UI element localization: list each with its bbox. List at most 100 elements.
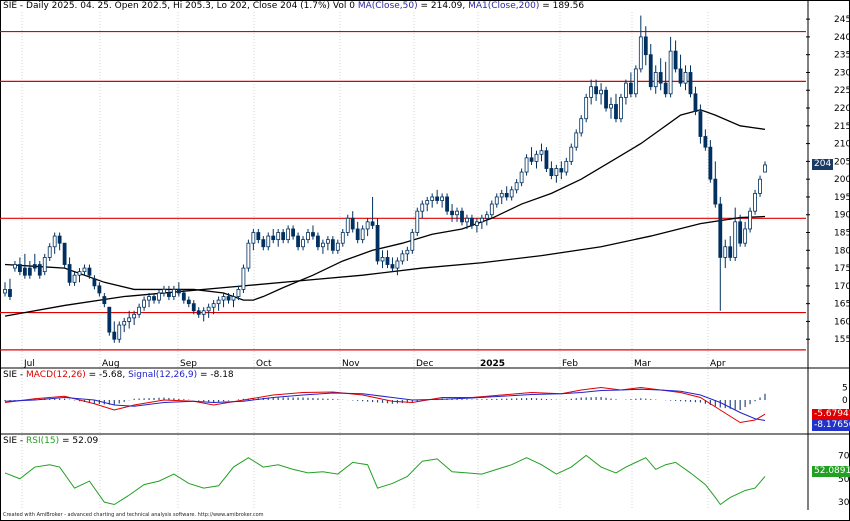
price-pane-title: SIE - Daily 2025. 04. 25. Open 202.5, Hi… <box>3 1 584 11</box>
y-tick-label: 175 <box>834 264 850 274</box>
candle-body <box>27 267 32 276</box>
y-tick-label: 245 <box>834 15 850 25</box>
ma50-label: MA(Close,50) <box>357 1 418 11</box>
y-tick-label: 225 <box>834 86 850 96</box>
candle-body <box>678 68 683 84</box>
ma200-line <box>4 215 766 317</box>
candle-body <box>246 242 251 269</box>
candle-body <box>112 331 117 340</box>
candle-body <box>157 292 161 301</box>
candle-body <box>653 72 658 88</box>
candle-body <box>619 96 623 120</box>
candle-body <box>13 264 17 269</box>
candle-body <box>350 217 355 230</box>
candle-body <box>3 289 7 294</box>
x-tick-label: Mar <box>634 359 651 369</box>
candle-body <box>271 235 276 241</box>
candle-body <box>32 264 37 269</box>
macd-title-prefix: SIE - <box>3 370 27 380</box>
candle-body <box>499 192 504 198</box>
candle-body <box>345 217 350 233</box>
candle-body <box>107 306 112 333</box>
candle-body <box>226 296 231 301</box>
ma200-value: = 189.56 <box>539 1 585 11</box>
candle-body <box>196 310 201 315</box>
candle-body <box>385 257 390 265</box>
candle-body <box>370 221 375 226</box>
y-tick-label: 155 <box>834 335 850 345</box>
candle-body <box>633 68 638 95</box>
candle-body <box>489 203 494 216</box>
x-tick-label: Dec <box>416 359 433 369</box>
candle-body <box>266 235 271 248</box>
y-tick-label: 180 <box>834 246 850 256</box>
candle-body <box>494 196 499 205</box>
candle-body <box>584 96 589 120</box>
candle-body <box>624 82 628 98</box>
candle-body <box>191 303 196 312</box>
candle-body <box>455 210 459 216</box>
candle-body <box>420 203 425 212</box>
candle-body <box>758 178 762 194</box>
candle-body <box>703 136 708 148</box>
candle-body <box>236 289 241 297</box>
candle-body <box>763 164 767 173</box>
candle-body <box>509 189 514 198</box>
candle-body <box>276 232 281 241</box>
price-pane <box>0 15 806 351</box>
candle-body <box>22 267 27 276</box>
candle-body <box>316 235 320 248</box>
candle-body <box>643 36 648 56</box>
candle-body <box>18 264 22 273</box>
candle-body <box>484 214 489 219</box>
candle-body <box>435 196 440 201</box>
candle-body <box>167 292 171 297</box>
candle-body <box>181 292 186 301</box>
candle-body <box>102 296 107 305</box>
macd-badge: -5.67941 <box>812 409 850 420</box>
candle-body <box>321 242 325 248</box>
macd-y-tick-label: 5 <box>842 384 848 394</box>
candle-body <box>450 210 454 216</box>
rsi-title-prefix: SIE - <box>3 436 27 446</box>
y-tick-label: 170 <box>834 282 850 292</box>
candle-body <box>261 239 266 248</box>
candle-body <box>201 310 206 315</box>
y-tick-label: 220 <box>834 104 850 114</box>
candle-body <box>470 217 474 226</box>
candle-body <box>564 160 569 173</box>
candle-body <box>574 132 579 148</box>
candle-body <box>251 232 256 244</box>
rsi-label: RSI(15) <box>26 436 60 446</box>
candle-body <box>609 104 613 109</box>
candle-body <box>410 232 415 251</box>
rsi-pane <box>4 454 766 506</box>
candle-body <box>221 296 226 301</box>
axes: Jul Aug Sep Oct Nov Dec 2025 Feb Mar Apr 155 160 165… <box>23 15 850 508</box>
y-tick-label: 165 <box>834 300 850 310</box>
candle-body <box>395 260 400 269</box>
candle-body <box>559 168 564 173</box>
candle-body <box>589 86 594 98</box>
candle-body <box>52 235 57 248</box>
candle-body <box>380 257 385 262</box>
y-tick-label: 200 <box>834 175 850 185</box>
candle-body <box>62 242 67 265</box>
candle-body <box>171 289 176 297</box>
y-tick-label: 215 <box>834 122 850 132</box>
candle-body <box>658 72 663 84</box>
candle-body <box>519 171 524 184</box>
candle-body <box>440 196 445 201</box>
x-tick-label: Nov <box>342 359 360 369</box>
rsi-value: = 52.09 <box>59 436 99 446</box>
candle-body <box>718 203 723 258</box>
candle-body <box>539 150 544 155</box>
candle-body <box>291 228 296 237</box>
candle-body <box>340 232 345 244</box>
y-tick-label: 205 <box>834 157 850 167</box>
candle-body <box>673 50 678 70</box>
candle-body <box>152 296 156 301</box>
candle-body <box>211 303 216 308</box>
footer-credit: Created with AmiBroker - advanced charti… <box>3 512 264 518</box>
candle-body <box>430 196 435 201</box>
